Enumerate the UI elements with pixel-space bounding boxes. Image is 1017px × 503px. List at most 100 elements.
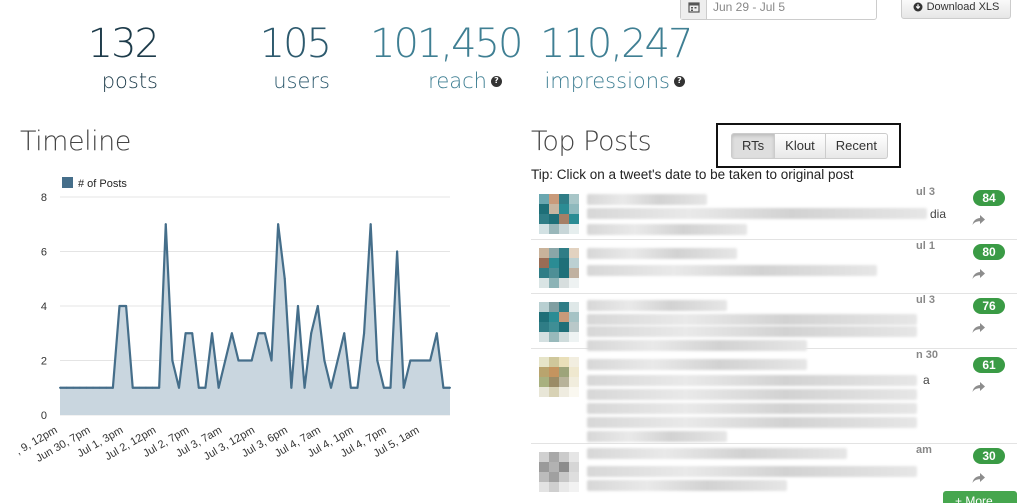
data-point xyxy=(435,332,438,335)
data-point xyxy=(164,223,167,226)
retweet-count-badge: 80 xyxy=(973,244,1005,260)
top-post-item: am 30 xyxy=(531,444,1017,503)
tab-klout[interactable]: Klout xyxy=(774,132,826,159)
download-icon xyxy=(913,2,923,11)
data-point xyxy=(409,359,412,362)
data-point xyxy=(131,386,134,389)
data-point xyxy=(92,386,95,389)
share-icon[interactable] xyxy=(972,321,986,337)
data-point xyxy=(118,305,121,307)
tweet-date-link[interactable]: am xyxy=(916,444,932,456)
share-icon[interactable] xyxy=(972,213,986,229)
data-point xyxy=(105,386,108,389)
tweet-text-blurred xyxy=(587,389,917,400)
data-point xyxy=(65,386,68,389)
avatar[interactable] xyxy=(539,302,579,342)
top-post-item: ul 3 76 xyxy=(531,294,1017,351)
reach-count: 101,450 xyxy=(370,21,523,67)
tweet-text-fragment: dia xyxy=(930,207,947,221)
data-point xyxy=(72,386,75,389)
y-tick-label: 8 xyxy=(41,192,47,204)
legend-label: # of Posts xyxy=(78,178,127,190)
data-point xyxy=(217,386,220,389)
data-point xyxy=(85,386,88,389)
posts-count: 132 xyxy=(87,21,160,67)
data-point xyxy=(78,386,81,389)
data-point xyxy=(250,359,253,362)
tweet-text-blurred xyxy=(587,448,847,459)
date-range-picker[interactable] xyxy=(680,0,877,20)
tweet-text-blurred xyxy=(587,359,807,370)
tweet-text-fragment: a xyxy=(923,373,930,387)
retweet-count-badge: 84 xyxy=(973,190,1005,206)
tweet-text-blurred xyxy=(587,403,917,414)
stat-impressions: 110,247 impressions? xyxy=(540,20,693,94)
data-point xyxy=(263,332,266,335)
reach-help-icon[interactable]: ? xyxy=(491,75,502,87)
impressions-label: impressions? xyxy=(540,68,685,94)
data-point xyxy=(429,359,432,362)
data-point xyxy=(191,332,194,335)
y-tick-label: 4 xyxy=(41,301,47,313)
data-point xyxy=(402,386,405,389)
tweet-text-blurred xyxy=(587,466,917,477)
calendar-icon[interactable] xyxy=(681,0,707,19)
data-point xyxy=(244,359,247,362)
tweet-text-blurred xyxy=(587,194,707,205)
data-point xyxy=(171,359,174,362)
tweet-text-blurred xyxy=(587,431,727,442)
tweet-date-link[interactable]: n 30 xyxy=(916,349,939,361)
tweet-text-blurred xyxy=(587,248,737,259)
tweet-date-link[interactable]: ul 3 xyxy=(916,294,935,306)
avatar[interactable] xyxy=(539,194,579,234)
impressions-help-icon[interactable]: ? xyxy=(674,75,685,87)
more-button[interactable]: + More xyxy=(943,491,1017,503)
avatar[interactable] xyxy=(539,248,579,288)
tweet-text-blurred xyxy=(587,265,877,276)
tip-text: Tip: Click on a tweet's date to be taken… xyxy=(531,167,854,182)
tweet-text-blurred xyxy=(587,300,727,311)
tweet-date-link[interactable]: ul 3 xyxy=(916,186,935,198)
top-posts-title: Top Posts xyxy=(531,126,652,157)
stat-posts: 132 posts xyxy=(80,20,160,94)
data-point xyxy=(310,332,313,335)
download-xls-button[interactable]: Download XLS xyxy=(901,0,1011,19)
data-point xyxy=(396,250,399,253)
tweet-text-blurred xyxy=(587,208,927,219)
data-point xyxy=(290,386,293,389)
date-range-input[interactable] xyxy=(707,0,867,19)
data-point xyxy=(211,332,214,335)
stat-users: 105 users xyxy=(240,20,332,94)
share-icon[interactable] xyxy=(972,471,986,487)
share-icon[interactable] xyxy=(972,267,986,283)
data-point xyxy=(237,359,240,362)
data-point xyxy=(343,332,346,335)
retweet-count-badge: 76 xyxy=(973,298,1005,314)
tweet-text-blurred xyxy=(587,224,747,235)
data-point xyxy=(349,386,352,389)
tab-recent[interactable]: Recent xyxy=(824,132,888,159)
avatar[interactable] xyxy=(539,452,579,492)
series-line xyxy=(60,223,450,389)
share-icon[interactable] xyxy=(972,380,986,396)
tweet-text-blurred xyxy=(587,340,807,351)
avatar[interactable] xyxy=(539,357,579,397)
tweet-text-blurred xyxy=(587,314,917,325)
data-point xyxy=(98,386,101,389)
tab-rts[interactable]: RTs xyxy=(731,132,776,159)
tweet-text-blurred xyxy=(587,326,917,337)
tweet-date-link[interactable]: ul 1 xyxy=(916,240,935,252)
data-point xyxy=(111,386,114,389)
reach-label: reach? xyxy=(370,68,502,94)
tweet-text-blurred xyxy=(587,375,917,386)
data-point xyxy=(277,223,280,226)
data-point xyxy=(422,359,425,362)
data-point xyxy=(330,386,333,389)
users-label: users xyxy=(273,69,330,93)
data-point xyxy=(363,332,366,335)
data-point xyxy=(151,386,154,389)
data-point xyxy=(442,386,445,389)
y-tick-label: 0 xyxy=(41,410,47,422)
top-post-item: ul 3 dia 84 xyxy=(531,186,1017,240)
data-point xyxy=(125,305,128,307)
